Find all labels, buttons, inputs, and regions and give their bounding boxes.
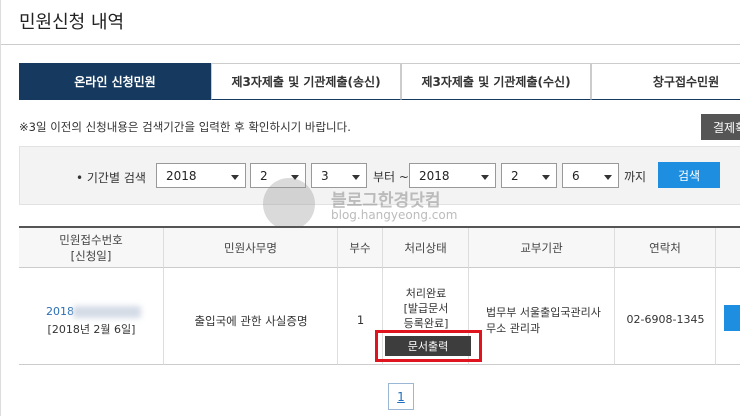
select-box[interactable]: 2018 xyxy=(409,163,496,188)
search-button[interactable]: 검색 xyxy=(658,162,720,188)
minwon-name: 출입국에 관한 사실증명 xyxy=(194,314,308,328)
status-text: 등록완료] xyxy=(403,317,449,330)
highlight xyxy=(375,330,482,362)
select-box[interactable]: 3 xyxy=(311,163,367,188)
table-cell xyxy=(615,268,716,365)
select-box[interactable]: 2 xyxy=(250,163,306,188)
table-cell xyxy=(164,268,338,365)
action-button[interactable] xyxy=(724,305,740,331)
select-box[interactable]: 2018 xyxy=(156,163,246,188)
tab[interactable]: 창구접수민원 xyxy=(591,63,740,100)
blur xyxy=(73,306,141,318)
header-text: 민원사무명 xyxy=(224,240,277,255)
receipt-date: [2018년 2월 6일] xyxy=(47,323,136,336)
page-title: 민원신청 내역 xyxy=(19,12,125,33)
header-text: 교부기관 xyxy=(520,240,563,255)
tab[interactable]: 제3자제출 및 기관제출(수신) xyxy=(401,63,591,100)
header-text: 연락처 xyxy=(649,240,681,255)
office-text: 무소 관리과 xyxy=(486,322,541,335)
table-header: 민원접수번호 [신청일] xyxy=(19,228,164,268)
table-cell xyxy=(469,268,615,365)
search-label: • 기간별 검색 xyxy=(76,171,146,185)
header-text: 부수 xyxy=(349,240,371,255)
search-text: 까지 xyxy=(624,170,647,184)
header-text: 민원접수번호 xyxy=(59,232,123,247)
copies: 1 xyxy=(356,313,365,327)
search-box xyxy=(19,146,740,205)
table-cell xyxy=(383,268,469,365)
notice: ※3일 이전의 신청내용은 검색기간을 입력한 후 확인하시기 바랍니다. xyxy=(19,120,351,134)
status-text: 처리완료 xyxy=(405,287,447,300)
print-button[interactable]: 문서출력 xyxy=(385,336,471,356)
table-cell xyxy=(338,268,383,365)
header-text: [신청일] xyxy=(70,248,112,263)
table-header: 연락처 xyxy=(615,228,716,268)
table-cell xyxy=(716,268,740,365)
select-box[interactable]: 6 xyxy=(562,163,619,188)
search-text: 부터 ~ xyxy=(373,170,409,184)
table-header: 추 xyxy=(716,228,740,268)
watermark-url: blog.hangyeong.com xyxy=(331,208,458,222)
office-text: 법무부 서울출입국관리사 xyxy=(486,306,601,319)
table-header: 처리상태 xyxy=(383,228,469,268)
table-header: 교부기관 xyxy=(469,228,615,268)
watermark-name: 블로그한경닷컴 xyxy=(331,191,441,211)
table-cell xyxy=(19,268,164,365)
divider xyxy=(1,44,740,45)
watermark-logo xyxy=(263,178,315,230)
tab[interactable]: 온라인 신청민원 xyxy=(19,63,211,100)
table-top-border xyxy=(19,226,740,228)
page-link[interactable]: 1 xyxy=(388,383,414,410)
confirm-button[interactable]: 결제확인 xyxy=(701,114,740,140)
table-header: 민원사무명 xyxy=(164,228,338,268)
phone: 02-6908-1345 xyxy=(626,313,705,326)
receipt-no[interactable]: 2018 xyxy=(46,305,74,318)
status-text: [발급문서 xyxy=(403,302,449,315)
select-box[interactable]: 2 xyxy=(501,163,557,188)
table-header: 부수 xyxy=(338,228,383,268)
header-text: 처리상태 xyxy=(404,240,447,255)
tab[interactable]: 제3자제출 및 기관제출(송신) xyxy=(211,63,401,100)
